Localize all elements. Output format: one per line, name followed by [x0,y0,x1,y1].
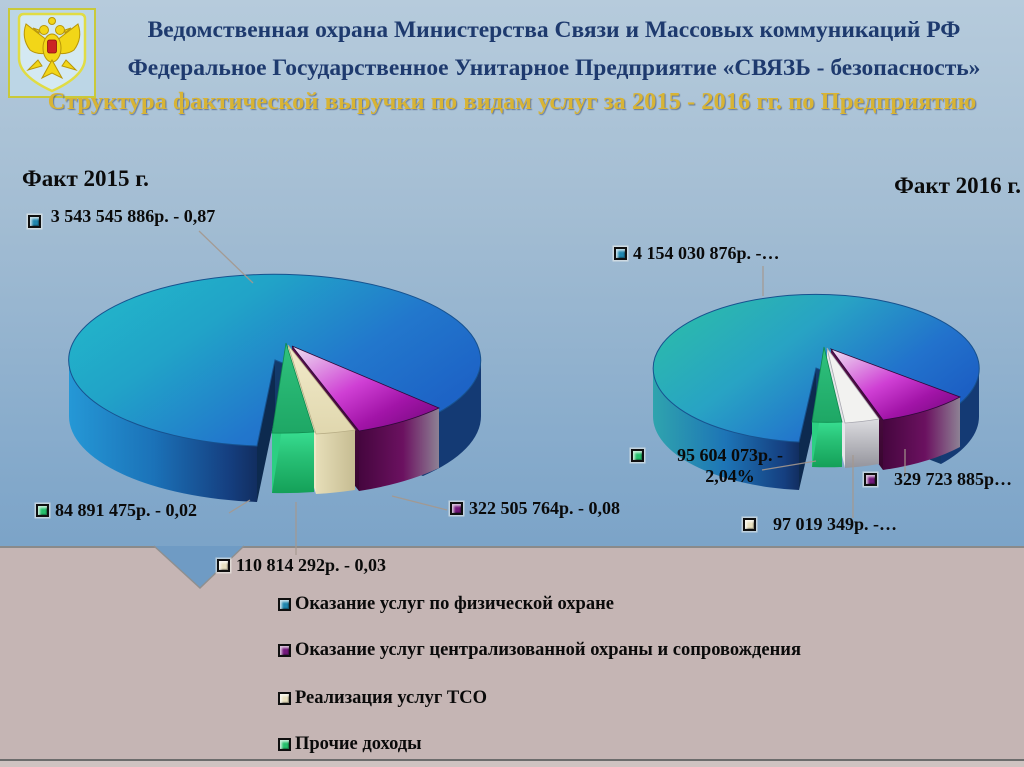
pie-2015-slice-cream-wall [316,430,355,494]
coat-of-arms-logo [8,8,96,98]
legend-marker-purple-icon [278,644,291,657]
pie-2016-slice-purple-wall [883,397,960,470]
legend-label: Оказание услуг по физической охране [295,594,614,614]
legend-panel-bottom-edge [0,759,1024,767]
pie-2016-slice-purple [829,348,961,421]
pie-2015-slice-green-wall [272,432,314,494]
pie-2016-slice-white-wall [845,419,879,468]
callout-2016-green: 95 604 073р. - 2,04% [631,445,804,487]
pie-2016-slice-green [811,346,843,423]
pie-2016-slice-white [826,347,880,424]
callout-2015-cream: 110 814 292р. - 0,03 [217,555,386,576]
callout-label: 329 723 885р… [894,469,1013,489]
pie-2015-slice-purple [291,345,440,432]
slide-subtitle: Структура фактической выручки по видам у… [47,88,977,115]
legend-label: Оказание услуг централизованной охраны и… [295,640,801,660]
header-line2: Федеральное Государственное Унитарное Пр… [127,55,981,81]
pie-2016-slice-main [652,293,980,443]
legend-item-physical-security: Оказание услуг по физической охране [278,594,614,615]
callout-2016-main: 4 154 030 876р. -… [614,243,780,264]
callout-label: 110 814 292р. - 0,03 [236,555,387,575]
callout-marker-purple-icon [864,473,877,486]
callout-label: 4 154 030 876р. -… [633,243,780,263]
pie-2015-slice-cream [287,344,356,435]
callout-label: 97 019 349р. -… [773,514,898,534]
pie-2015-slice-purple-wall [359,408,439,491]
callout-marker-teal-icon [614,247,627,260]
legend-marker-teal-icon [278,598,291,611]
chart-title-2015: Факт 2015 г. [22,166,149,191]
pie-2015-wall-left [68,360,257,502]
pie-2015-cut-interior-left [257,360,275,502]
callout-2015-main: 3 543 545 886р. - 0,87 [28,206,219,228]
legend-panel [0,546,1024,767]
callout-label: 3 543 545 886р. - 0,87 [50,206,216,226]
callout-marker-purple-icon [450,502,463,515]
callout-label: 322 505 764р. - 0,08 [469,498,621,518]
pie-chart-2015 [68,273,482,502]
callout-marker-teal-icon [28,215,41,228]
legend-item-centralized-security: Оказание услуг централизованной охраны и… [278,640,801,661]
pie-2016-cut-interior-left [799,368,816,490]
pie-2016-slice-green-wall [812,422,842,468]
legend-item-other-income: Прочие доходы [278,734,422,755]
chart-title-2016: Факт 2016 г. [894,173,1021,198]
callout-label: 84 891 475р. - 0,02 [55,500,198,520]
callout-2015-purple: 322 505 764р. - 0,08 [450,498,620,519]
legend-label: Реализация услуг ТСО [295,688,487,708]
legend-label: Прочие доходы [295,734,422,754]
callout-2016-purple: 329 723 885р… [864,469,1012,490]
callout-2016-white: 97 019 349р. -… [743,514,897,535]
callout-marker-green-icon [631,449,644,462]
callout-marker-green-icon [36,504,49,517]
callout-marker-cream-icon [217,559,230,572]
header-line1: Ведомственная охрана Министерства Связи … [147,17,961,43]
pie-2016-wall-left [652,368,799,490]
legend-marker-green-icon [278,738,291,751]
pie-chart-2016 [652,293,980,490]
callout-marker-cream-icon [743,518,756,531]
pie-2015-slice-green [271,342,315,434]
legend-marker-cream-icon [278,692,291,705]
legend-item-tso-services: Реализация услуг ТСО [278,688,487,709]
callout-label: 95 604 073р. - 2,04% [676,445,783,487]
callout-2015-green: 84 891 475р. - 0,02 [36,500,197,521]
